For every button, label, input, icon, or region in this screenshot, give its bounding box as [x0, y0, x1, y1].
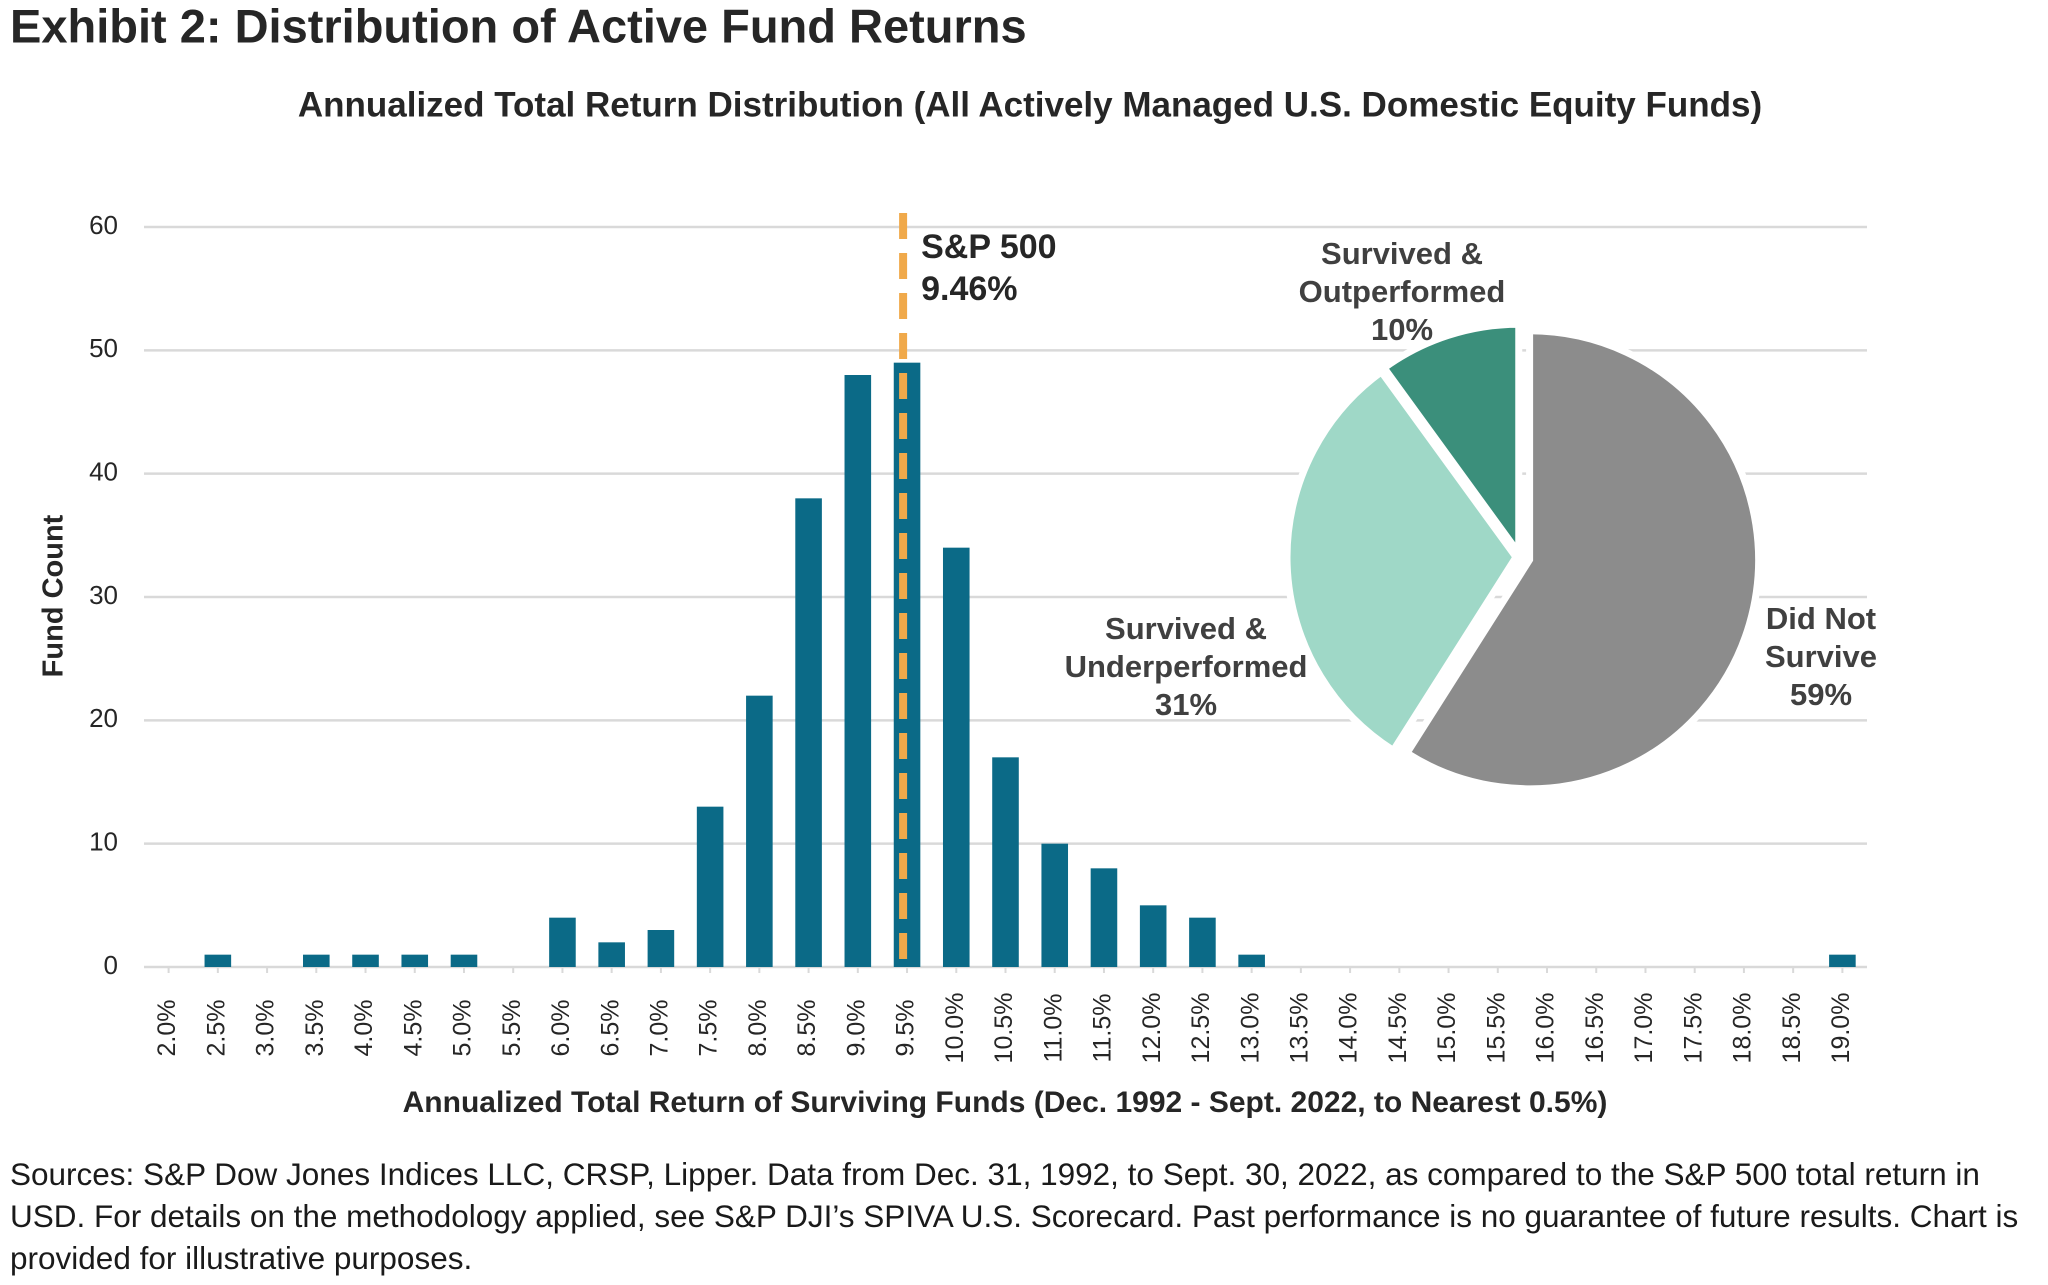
x-tick-label: 10.5% [990, 993, 1018, 1064]
bar [992, 757, 1019, 967]
bar [795, 498, 822, 967]
x-tick-label: 15.5% [1482, 993, 1510, 1064]
y-tick-label: 10 [89, 827, 118, 857]
bar [549, 917, 576, 967]
slice-label: Survived & Underperformed 31% [1056, 610, 1316, 724]
slice-label: Did Not Survive 59% [1746, 600, 1896, 714]
x-tick-label: 18.5% [1778, 993, 1806, 1064]
bar [696, 806, 724, 967]
bar [450, 954, 478, 967]
x-tick-label: 6.0% [547, 1000, 575, 1057]
x-tick-label: 18.0% [1729, 993, 1757, 1064]
bar [1041, 843, 1069, 967]
x-tick-label: 17.5% [1679, 993, 1707, 1064]
y-tick-label: 20 [89, 703, 118, 733]
x-tick-label: 13.0% [1236, 993, 1264, 1064]
x-tick-label: 13.5% [1285, 993, 1313, 1064]
bar [647, 930, 675, 967]
bar [352, 954, 379, 967]
exhibit-title: Exhibit 2: Distribution of Active Fund R… [10, 0, 1027, 52]
x-tick-label: 8.0% [744, 1000, 772, 1057]
x-tick-label: 4.5% [399, 1000, 427, 1057]
pie-slice [1379, 320, 1523, 564]
slice-value-label: 31% [1154, 687, 1218, 722]
x-tick-label: 15.0% [1433, 993, 1461, 1064]
y-axis-label: Fund Count [38, 514, 70, 677]
chart-title: Annualized Total Return Distribution (Al… [298, 85, 1762, 124]
y-tick-label: 0 [104, 950, 118, 980]
x-tick-label: 9.5% [892, 1000, 920, 1057]
slice-name: Survived & Outperformed [1298, 236, 1506, 309]
slice-name: Did Not Survive [1764, 601, 1877, 674]
x-tick-label: 19.0% [1827, 993, 1855, 1064]
x-tick-label: 12.5% [1187, 993, 1215, 1064]
source-note: Sources: S&P Dow Jones Indices LLC, CRSP… [10, 1156, 2019, 1276]
pie-slice [1283, 366, 1521, 756]
x-tick-label: 17.0% [1630, 993, 1658, 1064]
slice-name: Survived & Underperformed [1064, 611, 1308, 684]
bar [942, 547, 970, 967]
x-tick-label: 14.5% [1384, 993, 1412, 1064]
chart: Exhibit 2: Distribution of Active Fund R… [10, 0, 1867, 1119]
x-tick-label: 16.0% [1532, 993, 1560, 1064]
y-tick-label: 40 [89, 457, 118, 487]
bar [1238, 954, 1265, 967]
x-tick-label: 11.0% [1039, 993, 1067, 1062]
x-tick-label: 5.0% [449, 1000, 477, 1057]
x-tick-label: 12.0% [1138, 993, 1166, 1064]
x-tick-label: 8.5% [793, 1000, 821, 1057]
x-tick-label: 5.5% [498, 1000, 526, 1057]
x-tick-label: 2.0% [153, 1000, 181, 1057]
x-tick-label: 3.5% [301, 1000, 329, 1057]
x-tick-label: 9.0% [842, 1000, 870, 1057]
bar [1829, 954, 1856, 967]
bar [844, 375, 872, 967]
x-tick-label: 3.0% [252, 1000, 280, 1057]
x-tick-label: 7.0% [646, 1000, 674, 1057]
x-tick-label: 2.5% [202, 1000, 230, 1057]
y-tick-label: 60 [89, 210, 118, 240]
y-tick-label: 30 [89, 580, 118, 610]
bar [598, 942, 625, 967]
bar [204, 954, 232, 967]
x-tick-label: 7.5% [695, 1000, 723, 1057]
bar [746, 695, 773, 967]
x-tick-label: 16.5% [1581, 993, 1609, 1064]
reference-value-label: 9.46% [921, 270, 1017, 308]
slice-value-label: 59% [1789, 677, 1853, 712]
x-tick-label: 4.0% [350, 1000, 378, 1057]
slice-label: Survived & Outperformed 10% [1282, 235, 1522, 349]
x-tick-label: 11.5% [1089, 993, 1117, 1062]
pie-slice [1402, 327, 1763, 793]
x-tick-label: 10.0% [941, 993, 969, 1064]
bar [303, 954, 330, 967]
x-tick-label: 14.0% [1335, 993, 1363, 1064]
x-tick-label: 6.5% [596, 1000, 624, 1057]
y-tick-label: 50 [89, 333, 118, 363]
bar [1189, 917, 1216, 967]
x-axis-label: Annualized Total Return of Surviving Fun… [403, 1086, 1608, 1119]
slice-value-label: 10% [1370, 312, 1434, 347]
bar [401, 954, 429, 967]
reference-label: S&P 500 [921, 228, 1056, 266]
bar [1090, 868, 1118, 967]
bar [1139, 905, 1167, 967]
